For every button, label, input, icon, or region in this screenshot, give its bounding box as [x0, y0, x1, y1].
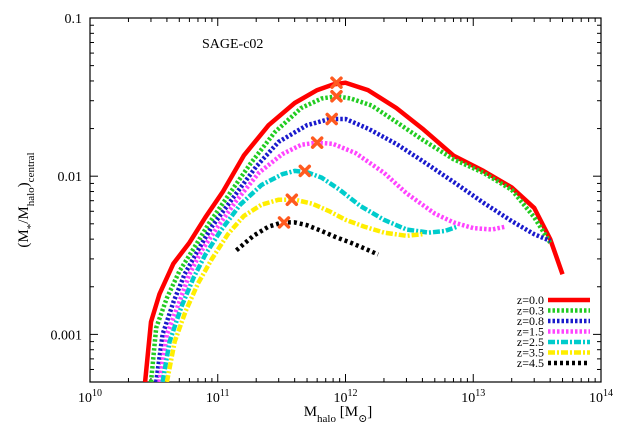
series-line [164, 197, 423, 382]
peak-marker [285, 193, 299, 206]
x-axis-title: Mhalo [M⊙] [304, 404, 373, 425]
legend-label: z=1.5 [517, 325, 544, 339]
x-tick-label: 1014 [589, 388, 613, 406]
legend-label: z=4.5 [517, 356, 544, 370]
legend-label: z=0.0 [517, 293, 544, 307]
x-tick-label: 1012 [334, 388, 358, 406]
y-tick-label: 0.01 [58, 170, 83, 185]
x-tick-label: 1013 [461, 388, 485, 406]
x-tick-label: 1011 [206, 388, 230, 406]
series-line [153, 116, 552, 382]
axis-ticks: 1010 1011 1012 1013 1014 0.1 0.01 0.001 [51, 12, 614, 406]
chart-annotation: SAGE-c02 [202, 37, 263, 52]
peak-marker [310, 136, 324, 149]
y-tick-label: 0.1 [65, 12, 83, 27]
peak-marker [325, 112, 338, 126]
peak-marker [330, 76, 343, 89]
x-tick-label: 1010 [78, 388, 102, 406]
series-line [157, 140, 507, 382]
y-tick-label: 0.001 [51, 328, 83, 343]
peak-marker [298, 164, 312, 178]
legend: z=0.0z=0.3z=0.8z=1.5z=2.5z=3.5z=4.5 [517, 293, 590, 370]
legend-label: z=0.3 [517, 304, 544, 318]
series-layer [142, 80, 565, 382]
series-line [234, 220, 380, 257]
y-axis-title: (M*/Mhalo)central [16, 152, 37, 247]
legend-label: z=3.5 [517, 346, 544, 360]
peak-markers [277, 76, 343, 229]
peak-marker [277, 216, 291, 229]
series-line [148, 94, 553, 382]
legend-label: z=2.5 [517, 335, 544, 349]
series-line [160, 168, 459, 382]
peak-marker [330, 90, 343, 103]
legend-label: z=0.8 [517, 314, 544, 328]
